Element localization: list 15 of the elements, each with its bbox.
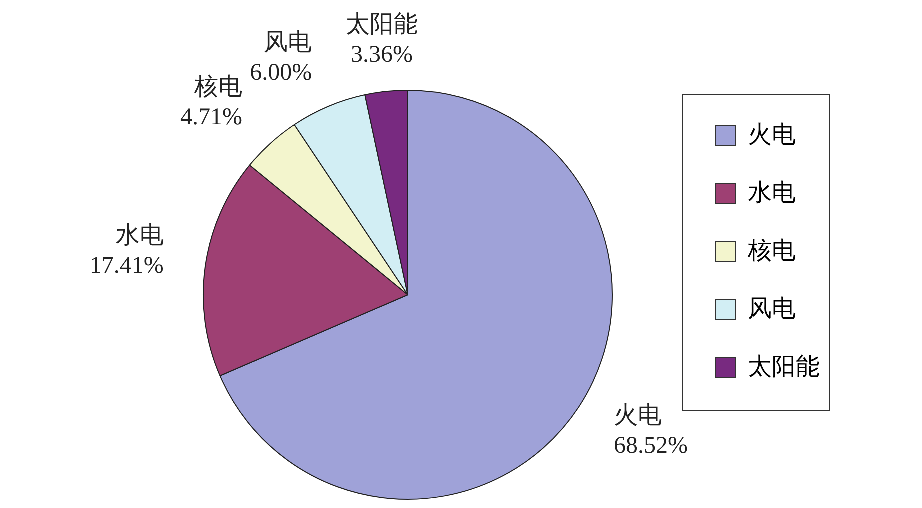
legend-label: 核电: [747, 238, 796, 264]
slice-label: 风电: [264, 30, 312, 56]
data-label: 68.52%: [614, 432, 688, 459]
slice-label: 火电: [614, 402, 662, 429]
legend-label: 水电: [748, 180, 796, 206]
data-label: 17.41%: [90, 252, 164, 279]
legend-label: 火电: [748, 122, 796, 148]
slice-label: 水电: [116, 222, 164, 249]
legend-label: 太阳能: [748, 354, 820, 380]
data-label: 3.36%: [351, 42, 414, 68]
legend-label: 风电: [748, 296, 796, 322]
slice-label: 核电: [194, 74, 243, 101]
data-label: 4.71%: [180, 104, 243, 131]
data-label: 6.00%: [250, 60, 312, 86]
slice-label: 太阳能: [346, 12, 418, 38]
